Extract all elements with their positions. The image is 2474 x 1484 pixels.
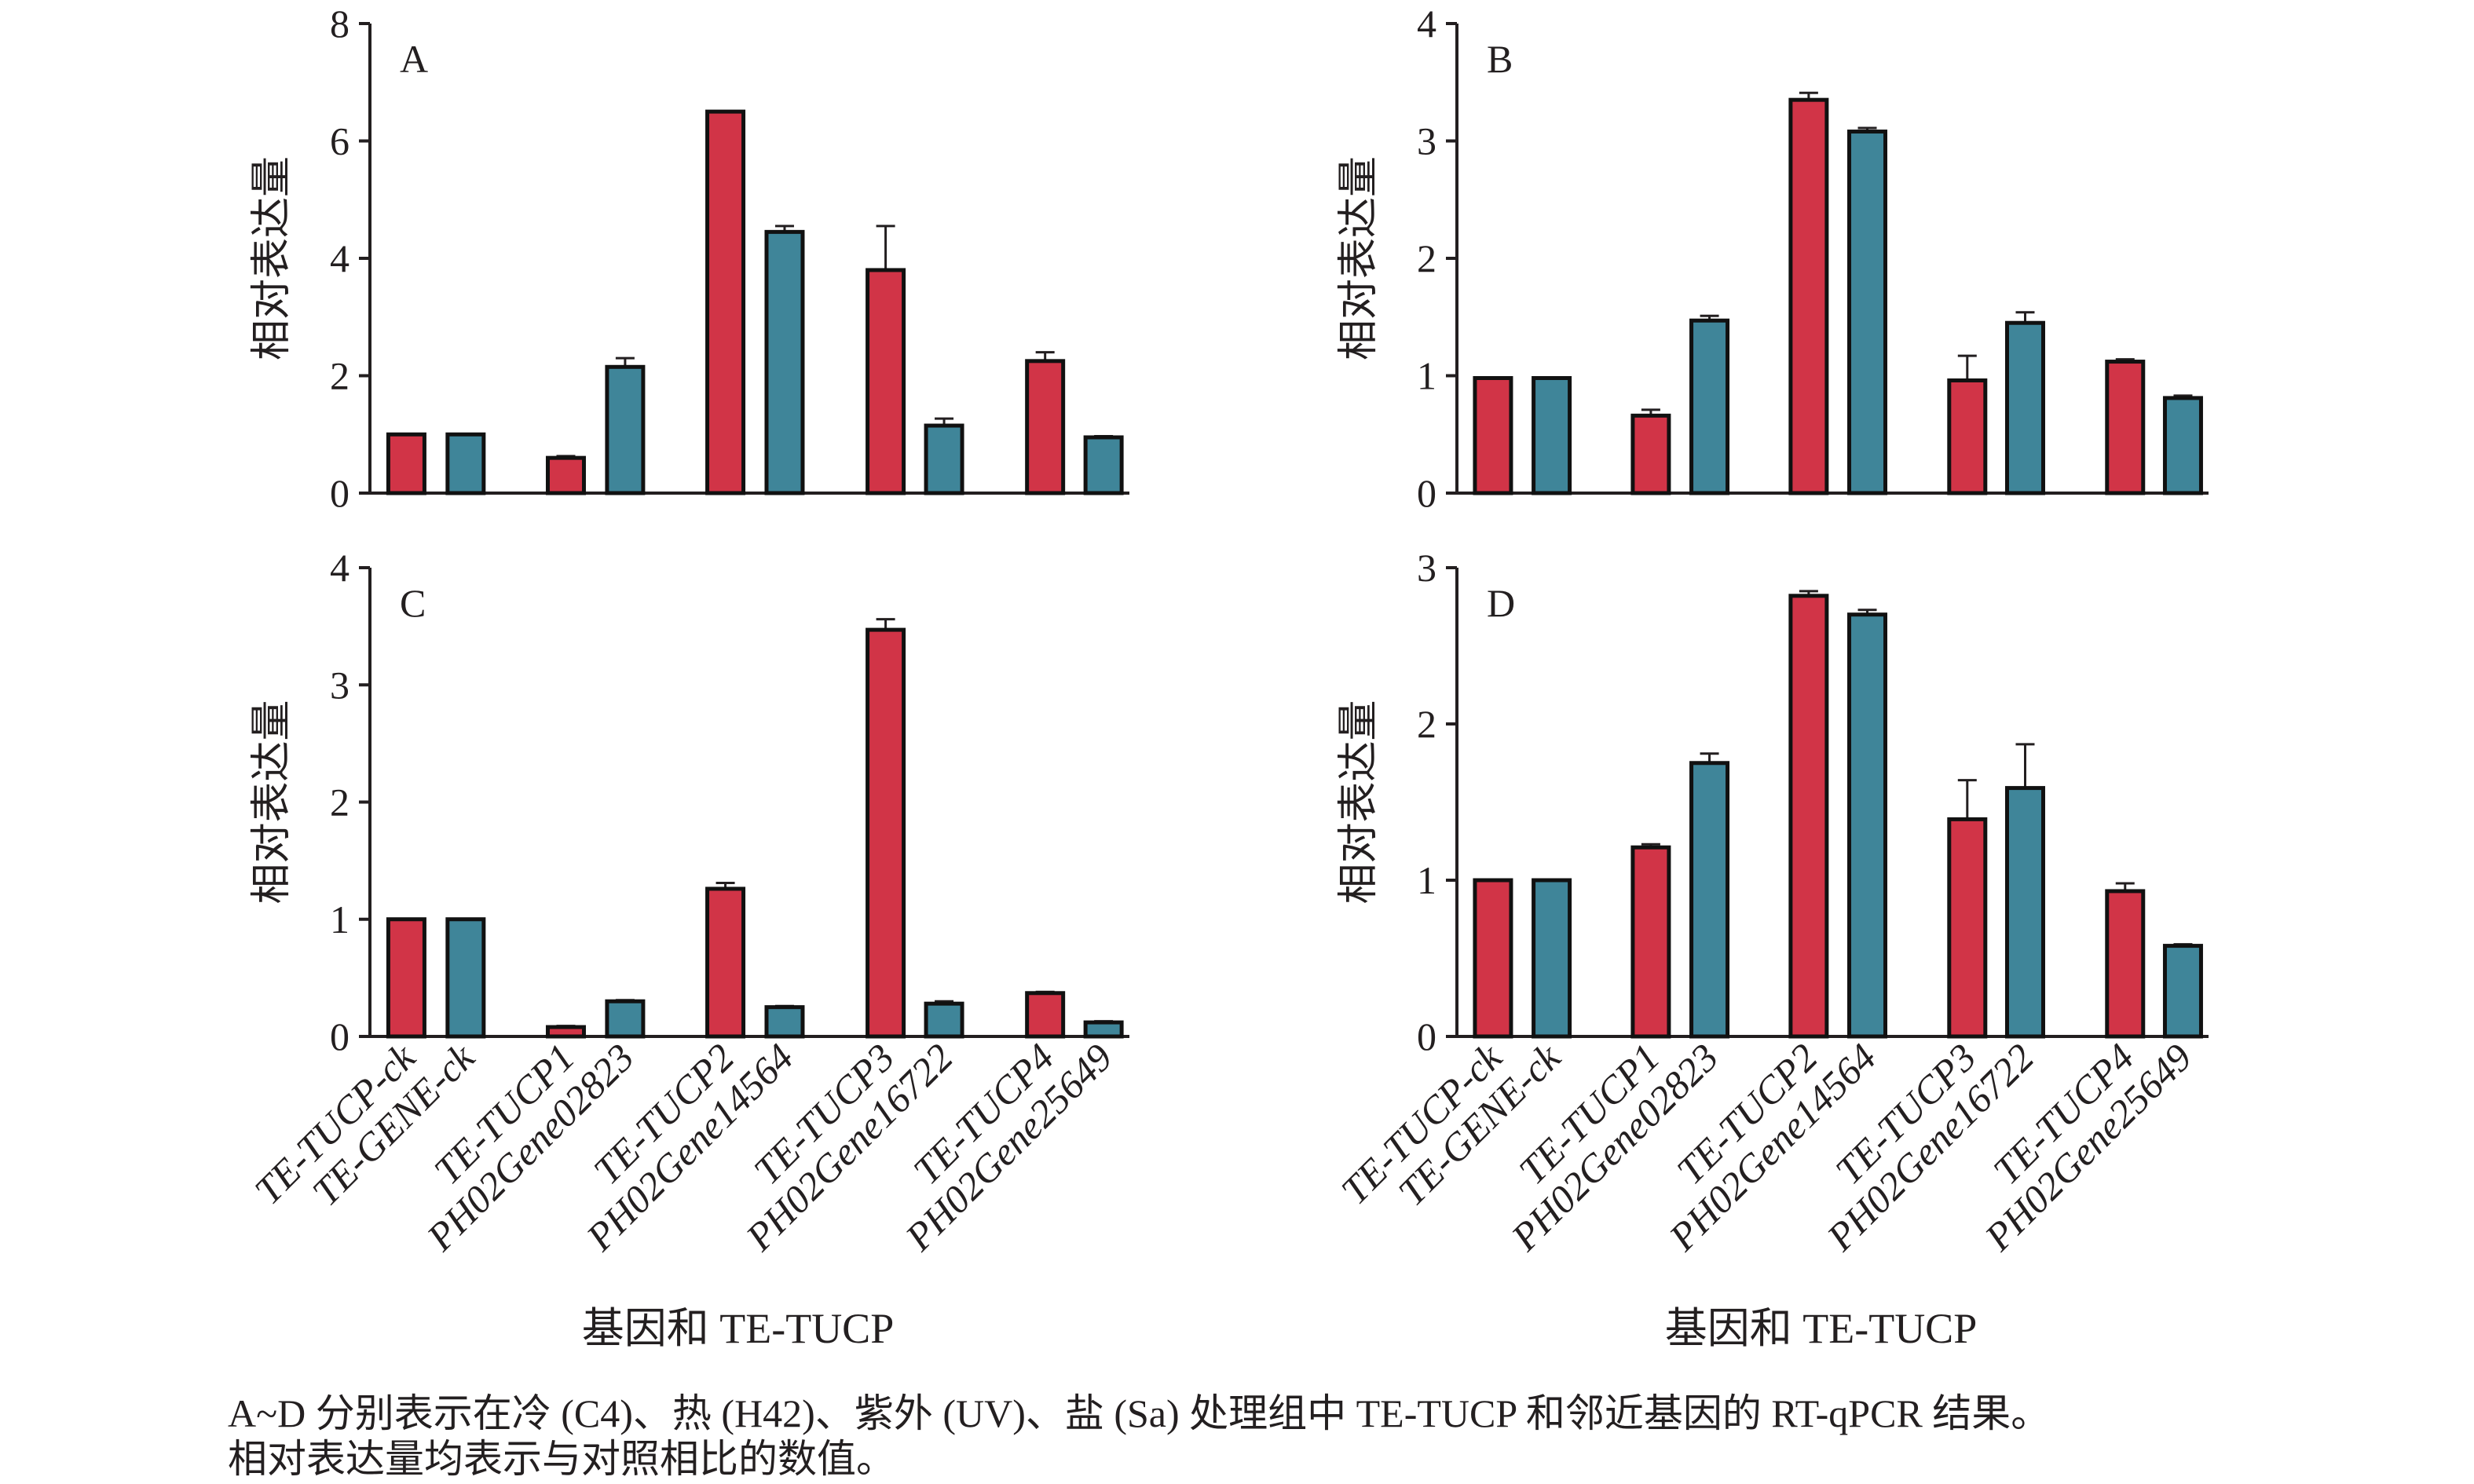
y-tick-label: 0: [330, 1014, 350, 1058]
bar-TE-GENE-ck: [1532, 375, 1572, 495]
figure: 02468A相对表达量01234B相对表达量01234C相对表达量TE-TUCP…: [246, 2, 2209, 1352]
bar-TE-TUCP3: [1947, 817, 1988, 1039]
bar-PH02Gene16722: [924, 423, 964, 495]
caption-line-2: 相对表达量均表示与对照相比的数值。: [228, 1437, 895, 1481]
bar-PH02Gene14564: [1847, 130, 1888, 495]
bar-TE-TUCP3: [866, 268, 906, 495]
bar-TE-TUCP2: [1788, 97, 1829, 495]
bar-TE-TUCP1: [1630, 413, 1671, 495]
y-tick-label: 0: [1417, 1014, 1436, 1058]
x-axis-label: 基因和 TE-TUCP: [1665, 1305, 1978, 1352]
panel-label: C: [400, 581, 426, 625]
bar-TE-TUCP2: [1788, 594, 1829, 1039]
y-axis-label: 相对表达量: [1337, 700, 1382, 904]
bar-TE-GENE-ck: [445, 432, 486, 495]
bar-TE-TUCP4: [1025, 359, 1066, 495]
panel-label: D: [1487, 581, 1515, 625]
bar-TE-TUCP4: [2105, 889, 2146, 1039]
bar-TE-TUCP-ck: [386, 432, 426, 495]
bar-TE-TUCP1: [545, 1025, 586, 1039]
bar-TE-TUCP4: [2105, 360, 2146, 495]
y-tick-label: 3: [1417, 119, 1436, 163]
bar-TE-TUCP-ck: [1473, 375, 1513, 495]
bar-PH02Gene14564: [764, 1005, 805, 1039]
bar-PH02Gene25649: [2162, 944, 2203, 1039]
y-tick-label: 2: [330, 780, 350, 824]
y-tick-label: 3: [1417, 546, 1436, 590]
bar-TE-TUCP-ck: [1473, 878, 1513, 1039]
bar-PH02Gene02823: [1689, 318, 1730, 495]
bar-PH02Gene02823: [605, 999, 646, 1039]
bar-TE-GENE-ck: [445, 917, 486, 1039]
panel-label: B: [1487, 37, 1513, 81]
bar-TE-TUCP2: [705, 886, 746, 1039]
y-tick-label: 2: [1417, 236, 1436, 280]
bar-TE-TUCP-ck: [386, 917, 426, 1039]
y-tick-label: 4: [330, 236, 350, 280]
panel-C: 01234C相对表达量TE-TUCP-ckTE-GENE-ckTE-TUCP1P…: [246, 546, 1129, 1352]
y-axis-label: 相对表达量: [1337, 156, 1382, 360]
bar-PH02Gene25649: [2162, 396, 2203, 495]
y-tick-label: 1: [1417, 858, 1436, 902]
bar-TE-TUCP1: [1630, 845, 1671, 1039]
y-tick-label: 4: [1417, 2, 1436, 46]
y-tick-label: 3: [330, 663, 350, 707]
y-tick-label: 4: [330, 546, 350, 590]
x-axis-label: 基因和 TE-TUCP: [582, 1305, 895, 1352]
bar-PH02Gene16722: [2004, 786, 2045, 1039]
bar-TE-GENE-ck: [1532, 878, 1572, 1039]
bar-PH02Gene14564: [764, 229, 805, 495]
bar-PH02Gene25649: [1083, 1020, 1124, 1039]
y-tick-label: 1: [330, 897, 350, 941]
panel-B: 0 1 2 3 4 B 相对表达量: [1337, 2, 2209, 515]
bar-PH02Gene16722: [2004, 320, 2045, 495]
bar-TE-TUCP4: [1025, 991, 1066, 1039]
bar-TE-TUCP3: [1947, 378, 1988, 495]
bar-TE-TUCP3: [866, 627, 906, 1039]
panel-D: 0123D相对表达量TE-TUCP-ckTE-GENE-ckTE-TUCP1PH…: [1333, 546, 2209, 1352]
panel-label: A: [400, 37, 428, 81]
y-tick-label: 0: [330, 471, 350, 515]
panel-A: 0 2 4 6 8 A 相对表达量: [250, 2, 1129, 515]
y-axis-label: 相对表达量: [250, 700, 295, 904]
caption-line-1: A~D 分别表示在冷 (C4)、热 (H42)、紫外 (UV)、盐 (Sa) 处…: [228, 1391, 2051, 1435]
y-tick-label: 0: [1417, 471, 1436, 515]
y-axis-label: 相对表达量: [250, 156, 295, 360]
y-tick-label: 2: [1417, 702, 1436, 746]
bar-PH02Gene14564: [1847, 612, 1888, 1039]
y-tick-label: 8: [330, 2, 350, 46]
bar-PH02Gene02823: [1689, 761, 1730, 1039]
bar-PH02Gene16722: [924, 1001, 964, 1039]
y-tick-label: 1: [1417, 354, 1436, 398]
bar-PH02Gene02823: [605, 364, 646, 495]
bar-TE-TUCP2: [705, 109, 746, 495]
bar-PH02Gene25649: [1083, 435, 1124, 495]
y-tick-label: 2: [330, 354, 350, 398]
y-tick-label: 6: [330, 119, 350, 163]
bar-TE-TUCP1: [545, 455, 586, 495]
